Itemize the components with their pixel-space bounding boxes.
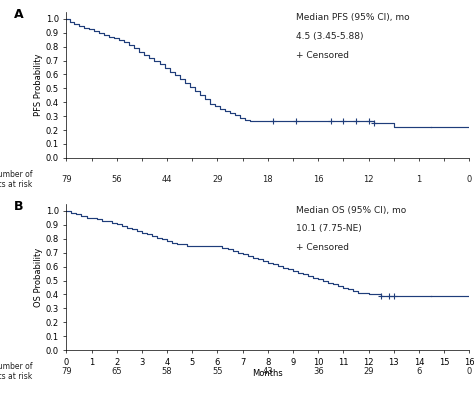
Text: 43: 43 — [263, 367, 273, 376]
Point — [269, 118, 277, 125]
Text: 4.5 (3.45-5.88): 4.5 (3.45-5.88) — [296, 32, 364, 41]
Text: 6: 6 — [416, 367, 421, 376]
Text: A: A — [14, 8, 24, 21]
Text: Number of
patients at risk: Number of patients at risk — [0, 362, 32, 381]
Text: 44: 44 — [162, 175, 173, 184]
Text: 79: 79 — [61, 367, 72, 376]
Text: Median PFS (95% CI), mo: Median PFS (95% CI), mo — [296, 13, 410, 22]
Point — [339, 118, 347, 125]
Text: Median OS (95% CI), mo: Median OS (95% CI), mo — [296, 206, 406, 214]
Point — [327, 118, 335, 125]
Text: + Censored: + Censored — [296, 51, 349, 60]
Text: 18: 18 — [263, 175, 273, 184]
Point — [385, 293, 392, 299]
Text: 36: 36 — [313, 367, 324, 376]
Text: 58: 58 — [162, 367, 173, 376]
Point — [365, 118, 372, 125]
Text: 29: 29 — [363, 367, 374, 376]
X-axis label: Months: Months — [253, 370, 283, 378]
Y-axis label: OS Probability: OS Probability — [34, 247, 43, 306]
Text: 55: 55 — [212, 367, 223, 376]
Y-axis label: PFS Probability: PFS Probability — [34, 54, 43, 116]
Text: 1: 1 — [416, 175, 421, 184]
Text: + Censored: + Censored — [296, 243, 349, 252]
Text: 16: 16 — [313, 175, 323, 184]
Point — [377, 293, 385, 299]
Text: Number of
patients at risk: Number of patients at risk — [0, 170, 32, 189]
Text: 29: 29 — [212, 175, 223, 184]
Text: 10.1 (7.75-NE): 10.1 (7.75-NE) — [296, 224, 362, 233]
Text: 12: 12 — [363, 175, 374, 184]
Point — [370, 120, 377, 126]
Text: 0: 0 — [466, 175, 472, 184]
Text: B: B — [14, 200, 24, 213]
Text: 56: 56 — [111, 175, 122, 184]
Text: 0: 0 — [466, 367, 472, 376]
Text: 79: 79 — [61, 175, 72, 184]
Text: 65: 65 — [111, 367, 122, 376]
Point — [352, 118, 360, 125]
Point — [390, 293, 398, 299]
Point — [292, 118, 299, 125]
